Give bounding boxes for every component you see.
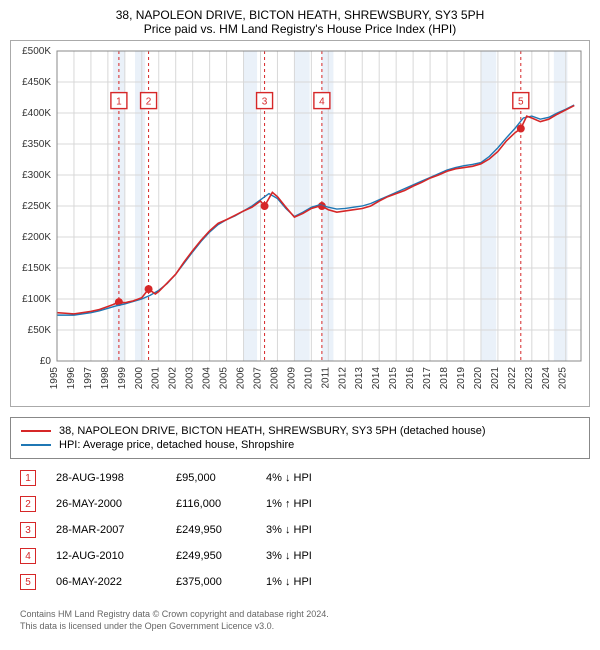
svg-text:2012: 2012 bbox=[337, 367, 348, 390]
svg-text:1998: 1998 bbox=[100, 367, 111, 390]
svg-text:5: 5 bbox=[518, 97, 524, 108]
svg-text:2011: 2011 bbox=[320, 367, 331, 389]
svg-text:2008: 2008 bbox=[269, 367, 280, 390]
svg-text:1999: 1999 bbox=[117, 367, 128, 390]
transaction-date: 12-AUG-2010 bbox=[56, 550, 156, 562]
svg-text:2010: 2010 bbox=[303, 367, 314, 390]
legend-label: HPI: Average price, detached house, Shro… bbox=[59, 439, 294, 451]
svg-text:3: 3 bbox=[262, 97, 268, 108]
title-main: 38, NAPOLEON DRIVE, BICTON HEATH, SHREWS… bbox=[10, 8, 590, 22]
svg-text:2014: 2014 bbox=[371, 367, 382, 390]
svg-text:2002: 2002 bbox=[168, 367, 179, 390]
transaction-date: 26-MAY-2000 bbox=[56, 498, 156, 510]
svg-text:1: 1 bbox=[116, 97, 122, 108]
svg-text:£300K: £300K bbox=[22, 170, 51, 181]
svg-text:£450K: £450K bbox=[22, 77, 51, 88]
svg-text:2023: 2023 bbox=[524, 367, 535, 390]
svg-text:£0: £0 bbox=[40, 356, 52, 367]
transaction-price: £116,000 bbox=[176, 498, 246, 510]
svg-text:2004: 2004 bbox=[202, 367, 213, 390]
svg-text:£50K: £50K bbox=[28, 325, 52, 336]
svg-text:2: 2 bbox=[146, 97, 152, 108]
transaction-date: 28-AUG-1998 bbox=[56, 472, 156, 484]
transaction-pct: 3% ↓ HPI bbox=[266, 524, 356, 536]
svg-text:2013: 2013 bbox=[354, 367, 365, 390]
transaction-price: £249,950 bbox=[176, 550, 246, 562]
transaction-date: 28-MAR-2007 bbox=[56, 524, 156, 536]
transaction-pct: 4% ↓ HPI bbox=[266, 472, 356, 484]
svg-text:2005: 2005 bbox=[219, 367, 230, 390]
transaction-row: 5 06-MAY-2022 £375,000 1% ↓ HPI bbox=[20, 569, 580, 595]
svg-text:£100K: £100K bbox=[22, 294, 51, 305]
svg-text:£200K: £200K bbox=[22, 232, 51, 243]
legend-swatch bbox=[21, 430, 51, 432]
svg-text:1996: 1996 bbox=[66, 367, 77, 390]
svg-text:2022: 2022 bbox=[507, 367, 518, 390]
svg-text:2024: 2024 bbox=[541, 367, 552, 390]
svg-text:2001: 2001 bbox=[151, 367, 162, 390]
marker-number: 1 bbox=[20, 470, 36, 486]
chart-container: 38, NAPOLEON DRIVE, BICTON HEATH, SHREWS… bbox=[0, 0, 600, 644]
svg-text:2000: 2000 bbox=[134, 367, 145, 390]
svg-text:1995: 1995 bbox=[49, 367, 60, 390]
transaction-pct: 1% ↑ HPI bbox=[266, 498, 356, 510]
marker-number: 3 bbox=[20, 522, 36, 538]
svg-text:2007: 2007 bbox=[252, 367, 263, 390]
svg-text:2025: 2025 bbox=[558, 367, 569, 390]
footer: Contains HM Land Registry data © Crown c… bbox=[10, 605, 590, 636]
svg-text:2021: 2021 bbox=[490, 367, 501, 390]
marker-number: 2 bbox=[20, 496, 36, 512]
titles: 38, NAPOLEON DRIVE, BICTON HEATH, SHREWS… bbox=[10, 8, 590, 36]
transaction-row: 1 28-AUG-1998 £95,000 4% ↓ HPI bbox=[20, 465, 580, 491]
title-sub: Price paid vs. HM Land Registry's House … bbox=[10, 22, 590, 36]
svg-text:£150K: £150K bbox=[22, 263, 51, 274]
legend: 38, NAPOLEON DRIVE, BICTON HEATH, SHREWS… bbox=[10, 417, 590, 459]
legend-swatch bbox=[21, 444, 51, 446]
footer-line: Contains HM Land Registry data © Crown c… bbox=[20, 609, 580, 621]
transaction-price: £375,000 bbox=[176, 576, 246, 588]
svg-text:1997: 1997 bbox=[83, 367, 94, 390]
legend-label: 38, NAPOLEON DRIVE, BICTON HEATH, SHREWS… bbox=[59, 425, 486, 437]
transaction-table: 1 28-AUG-1998 £95,000 4% ↓ HPI 2 26-MAY-2000 £… bbox=[10, 459, 590, 605]
transaction-row: 3 28-MAR-2007 £249,950 3% ↓ HPI bbox=[20, 517, 580, 543]
svg-text:2020: 2020 bbox=[473, 367, 484, 390]
transaction-row: 2 26-MAY-2000 £116,000 1% ↑ HPI bbox=[20, 491, 580, 517]
svg-text:£350K: £350K bbox=[22, 139, 51, 150]
marker-number: 4 bbox=[20, 548, 36, 564]
svg-text:2015: 2015 bbox=[388, 367, 399, 390]
marker-number: 5 bbox=[20, 574, 36, 590]
svg-text:2019: 2019 bbox=[456, 367, 467, 390]
svg-text:£250K: £250K bbox=[22, 201, 51, 212]
svg-text:2017: 2017 bbox=[422, 367, 433, 390]
transaction-price: £95,000 bbox=[176, 472, 246, 484]
chart-plot: £0 £50K £100K £150K £200K £250K £300K £350K £400… bbox=[10, 40, 590, 407]
svg-text:2009: 2009 bbox=[286, 367, 297, 390]
transaction-date: 06-MAY-2022 bbox=[56, 576, 156, 588]
transaction-price: £249,950 bbox=[176, 524, 246, 536]
chart-svg: £0 £50K £100K £150K £200K £250K £300K £350K £400… bbox=[11, 41, 591, 401]
svg-text:4: 4 bbox=[319, 97, 325, 108]
svg-text:£400K: £400K bbox=[22, 108, 51, 119]
svg-text:2006: 2006 bbox=[236, 367, 247, 390]
svg-text:£500K: £500K bbox=[22, 46, 51, 57]
legend-item: HPI: Average price, detached house, Shro… bbox=[21, 438, 579, 452]
footer-line: This data is licensed under the Open Gov… bbox=[20, 621, 580, 633]
legend-item: 38, NAPOLEON DRIVE, BICTON HEATH, SHREWS… bbox=[21, 424, 579, 438]
transaction-pct: 3% ↓ HPI bbox=[266, 550, 356, 562]
svg-text:2003: 2003 bbox=[185, 367, 196, 390]
svg-text:2016: 2016 bbox=[405, 367, 416, 390]
transaction-pct: 1% ↓ HPI bbox=[266, 576, 356, 588]
svg-text:2018: 2018 bbox=[439, 367, 450, 390]
transaction-row: 4 12-AUG-2010 £249,950 3% ↓ HPI bbox=[20, 543, 580, 569]
